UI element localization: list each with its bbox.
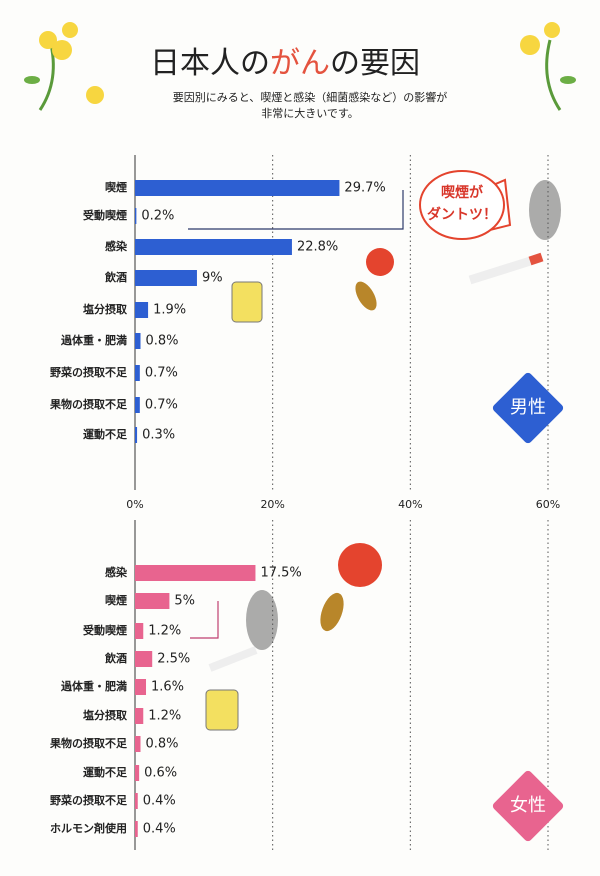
- y-tick-label: 野菜の摂取不足: [50, 365, 128, 379]
- value-label: 0.8%: [146, 334, 179, 349]
- x-tick-label: 60%: [536, 498, 560, 511]
- subtitle: 非常に大きいです。: [261, 106, 359, 120]
- value-label: 1.6%: [151, 680, 184, 695]
- y-tick-label: 運動不足: [83, 765, 128, 779]
- y-tick-label: 飲酒: [104, 651, 127, 665]
- bar: [135, 679, 147, 695]
- value-label: 0.4%: [143, 822, 176, 837]
- y-tick-label: 喫煙: [105, 180, 127, 194]
- bar: [135, 651, 153, 667]
- bracket: [190, 601, 219, 639]
- value-label: 0.3%: [142, 428, 175, 443]
- y-tick-label: 果物の摂取不足: [49, 736, 128, 750]
- y-tick-label: 運動不足: [83, 427, 128, 441]
- bar: [135, 302, 149, 318]
- bar: [135, 397, 140, 413]
- bar: [135, 765, 140, 781]
- bar: [135, 736, 141, 752]
- bar: [135, 565, 256, 581]
- value-label: 5%: [174, 594, 195, 609]
- subtitle: 要因別にみると、喫煙と感染（細菌感染など）の影響が: [173, 90, 448, 104]
- bracket: [188, 190, 404, 230]
- bar: [135, 427, 138, 443]
- value-label: 17.5%: [260, 566, 301, 581]
- value-label: 0.2%: [141, 209, 174, 224]
- value-label: 0.4%: [143, 794, 176, 809]
- value-label: 0.7%: [145, 398, 178, 413]
- y-tick-label: 塩分摂取: [83, 302, 127, 316]
- bar: [135, 333, 141, 349]
- y-tick-label: 果物の摂取不足: [49, 397, 128, 411]
- bar: [135, 208, 137, 224]
- bar: [135, 708, 144, 724]
- y-tick-label: 感染: [105, 565, 128, 579]
- bar: [135, 270, 197, 286]
- badge: [492, 372, 564, 444]
- y-tick-label: 飲酒: [104, 270, 127, 284]
- y-tick-label: 塩分摂取: [83, 708, 127, 722]
- y-tick-label: 過体重・肥満: [60, 679, 127, 693]
- value-label: 1.2%: [148, 624, 181, 639]
- x-tick-label: 40%: [398, 498, 422, 511]
- bar: [135, 821, 138, 837]
- bar: [135, 365, 140, 381]
- y-tick-label: 感染: [105, 239, 128, 253]
- annotation: ダントツ！: [427, 206, 497, 223]
- badge-label: 女性: [510, 795, 546, 816]
- y-tick-label: 喫煙: [105, 593, 127, 607]
- y-tick-label: 受動喫煙: [83, 623, 127, 637]
- y-tick-label: 野菜の摂取不足: [50, 793, 128, 807]
- title: 日本人のがんの要因: [150, 46, 420, 81]
- y-tick-label: ホルモン剤使用: [50, 821, 127, 835]
- value-label: 1.2%: [148, 709, 181, 724]
- bar: [135, 793, 138, 809]
- value-label: 22.8%: [297, 240, 338, 255]
- y-tick-label: 過体重・肥満: [60, 333, 127, 347]
- value-label: 0.8%: [146, 737, 179, 752]
- badge: [492, 770, 564, 842]
- value-label: 0.6%: [144, 766, 177, 781]
- badge-label: 男性: [510, 397, 546, 418]
- value-label: 9%: [202, 271, 223, 286]
- value-label: 29.7%: [344, 181, 385, 196]
- annotation: 喫煙が: [441, 184, 484, 201]
- y-tick-label: 受動喫煙: [83, 208, 127, 222]
- bar: [135, 593, 170, 609]
- value-label: 2.5%: [157, 652, 190, 667]
- x-tick-label: 0%: [126, 498, 143, 511]
- bar: [135, 239, 292, 255]
- bar: [135, 180, 340, 196]
- callout: [419, 170, 505, 240]
- value-label: 1.9%: [153, 303, 186, 318]
- bar: [135, 623, 144, 639]
- x-tick-label: 20%: [260, 498, 284, 511]
- illustration: [205, 178, 561, 731]
- value-label: 0.7%: [145, 366, 178, 381]
- flower-decoration: [24, 22, 576, 111]
